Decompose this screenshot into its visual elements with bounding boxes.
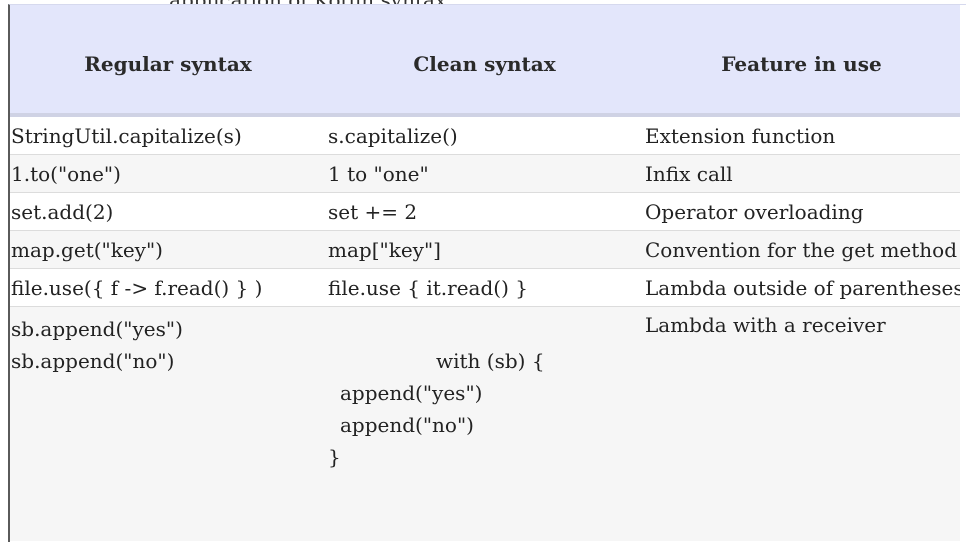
feature-cell: Lambda with a receiver <box>645 313 886 337</box>
regular-syntax-cell: StringUtil.capitalize(s) <box>10 115 326 155</box>
table-row: StringUtil.capitalize(s) s.capitalize() … <box>10 115 960 155</box>
with-code-block: with (sb) { append("yes") append("no") } <box>328 313 643 473</box>
table-row: file.use({ f -> f.read() } ) file.use { … <box>10 268 960 307</box>
clean-syntax-cell: set += 2 <box>326 192 643 231</box>
table-row: map.get("key") map["key"] Convention for… <box>10 230 960 269</box>
code-line: with (sb) { <box>436 349 545 373</box>
clean-syntax-cell: file.use { it.read() } <box>326 268 643 307</box>
table-row: 1.to("one") 1 to "one" Infix call <box>10 154 960 193</box>
code-line: append("no") <box>340 413 474 437</box>
syntax-comparison-table-container: Regular syntax Clean syntax Feature in u… <box>8 4 966 542</box>
clean-syntax-cell: 1 to "one" <box>326 154 643 193</box>
feature-cell: Extension function <box>643 115 960 155</box>
table-header-row: Regular syntax Clean syntax Feature in u… <box>10 5 960 117</box>
table-row: sb.append("yes") sb.append("no") with (s… <box>10 306 960 542</box>
clean-syntax-cell: s.capitalize() <box>326 115 643 155</box>
feature-cell: Convention for the get method <box>643 230 960 269</box>
clean-syntax-cell: map["key"] <box>326 230 643 269</box>
code-line: sb.append("yes") <box>11 317 183 341</box>
code-line: sb.append("no") <box>11 349 175 373</box>
code-line: append("yes") <box>340 381 483 405</box>
column-header-clean-syntax: Clean syntax <box>326 5 643 117</box>
code-line: } <box>328 445 341 469</box>
column-header-regular-syntax: Regular syntax <box>10 5 326 117</box>
regular-syntax-cell: 1.to("one") <box>10 154 326 193</box>
table-row: set.add(2) set += 2 Operator overloading <box>10 192 960 231</box>
regular-syntax-cell: set.add(2) <box>10 192 326 231</box>
regular-syntax-cell: file.use({ f -> f.read() } ) <box>10 268 326 307</box>
feature-cell: Lambda outside of parentheses <box>643 268 960 307</box>
feature-cell: Infix call <box>643 154 960 193</box>
syntax-comparison-table: Regular syntax Clean syntax Feature in u… <box>10 5 960 541</box>
clean-syntax-cell: with (sb) { append("yes") append("no") } <box>326 307 643 542</box>
feature-cell: Operator overloading <box>643 192 960 231</box>
regular-syntax-cell: sb.append("yes") sb.append("no") <box>10 307 326 542</box>
regular-syntax-cell: map.get("key") <box>10 230 326 269</box>
column-header-feature-in-use: Feature in use <box>643 5 960 117</box>
